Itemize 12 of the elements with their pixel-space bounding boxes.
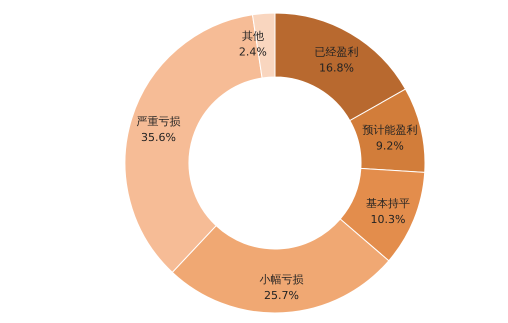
- data-label: 25.7%: [264, 288, 299, 302]
- data-label: 9.2%: [376, 140, 404, 153]
- data-label: 2.4%: [238, 45, 267, 58]
- slice-label: 预计能盈利: [362, 124, 418, 137]
- slice-label: 基本持平: [366, 196, 410, 210]
- slice-label: 严重亏损: [136, 114, 181, 128]
- slice-label: 其他: [242, 29, 264, 42]
- data-label: 35.6%: [141, 130, 176, 144]
- data-label: 10.3%: [370, 212, 406, 226]
- data-label: 16.8%: [318, 62, 354, 75]
- slice-label: 已经盈利: [314, 46, 358, 59]
- slice-label: 小幅亏损: [260, 272, 304, 286]
